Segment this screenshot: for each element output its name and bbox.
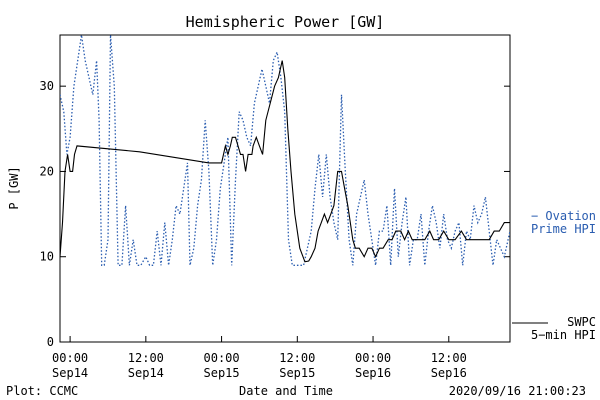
x-tick-label-time: 12:00 [128, 351, 164, 365]
x-tick-label-time: 12:00 [279, 351, 315, 365]
x-tick-label-date: Sep16 [355, 366, 391, 380]
x-tick-label-time: 00:00 [204, 351, 240, 365]
footer-timestamp: 2020/09/16 21:00:23 [449, 384, 586, 398]
legend-swpc-line2: 5−min HPI [531, 328, 596, 342]
x-tick-label-time: 00:00 [355, 351, 391, 365]
series-swpc-5min-hpi [60, 60, 510, 263]
plot-frame [59, 34, 511, 343]
y-tick-label: 0 [47, 335, 54, 349]
x-tick-label-date: Sep15 [279, 366, 315, 380]
legend-ovation-line2: Prime HPI [531, 222, 596, 236]
x-tick-label-date: Sep14 [128, 366, 164, 380]
x-tick-label-date: Sep14 [52, 366, 88, 380]
series-ovation-prime-hpi [60, 35, 510, 266]
x-tick-label-date: Sep16 [431, 366, 467, 380]
x-axis-label: Date and Time [239, 384, 333, 398]
y-tick-label: 30 [40, 79, 54, 93]
legend-swpc-line1: SWPC [567, 315, 596, 329]
chart-title: Hemispheric Power [GW] [186, 13, 385, 31]
x-tick-label-date: Sep15 [204, 366, 240, 380]
y-tick-label: 20 [40, 164, 54, 178]
legend-ovation-line1: − Ovation [531, 209, 596, 223]
x-tick-label-time: 12:00 [431, 351, 467, 365]
y-axis-label: P [GW] [7, 166, 21, 209]
y-tick-label: 10 [40, 250, 54, 264]
footer-credit: Plot: CCMC [6, 384, 78, 398]
x-tick-label-time: 00:00 [52, 351, 88, 365]
